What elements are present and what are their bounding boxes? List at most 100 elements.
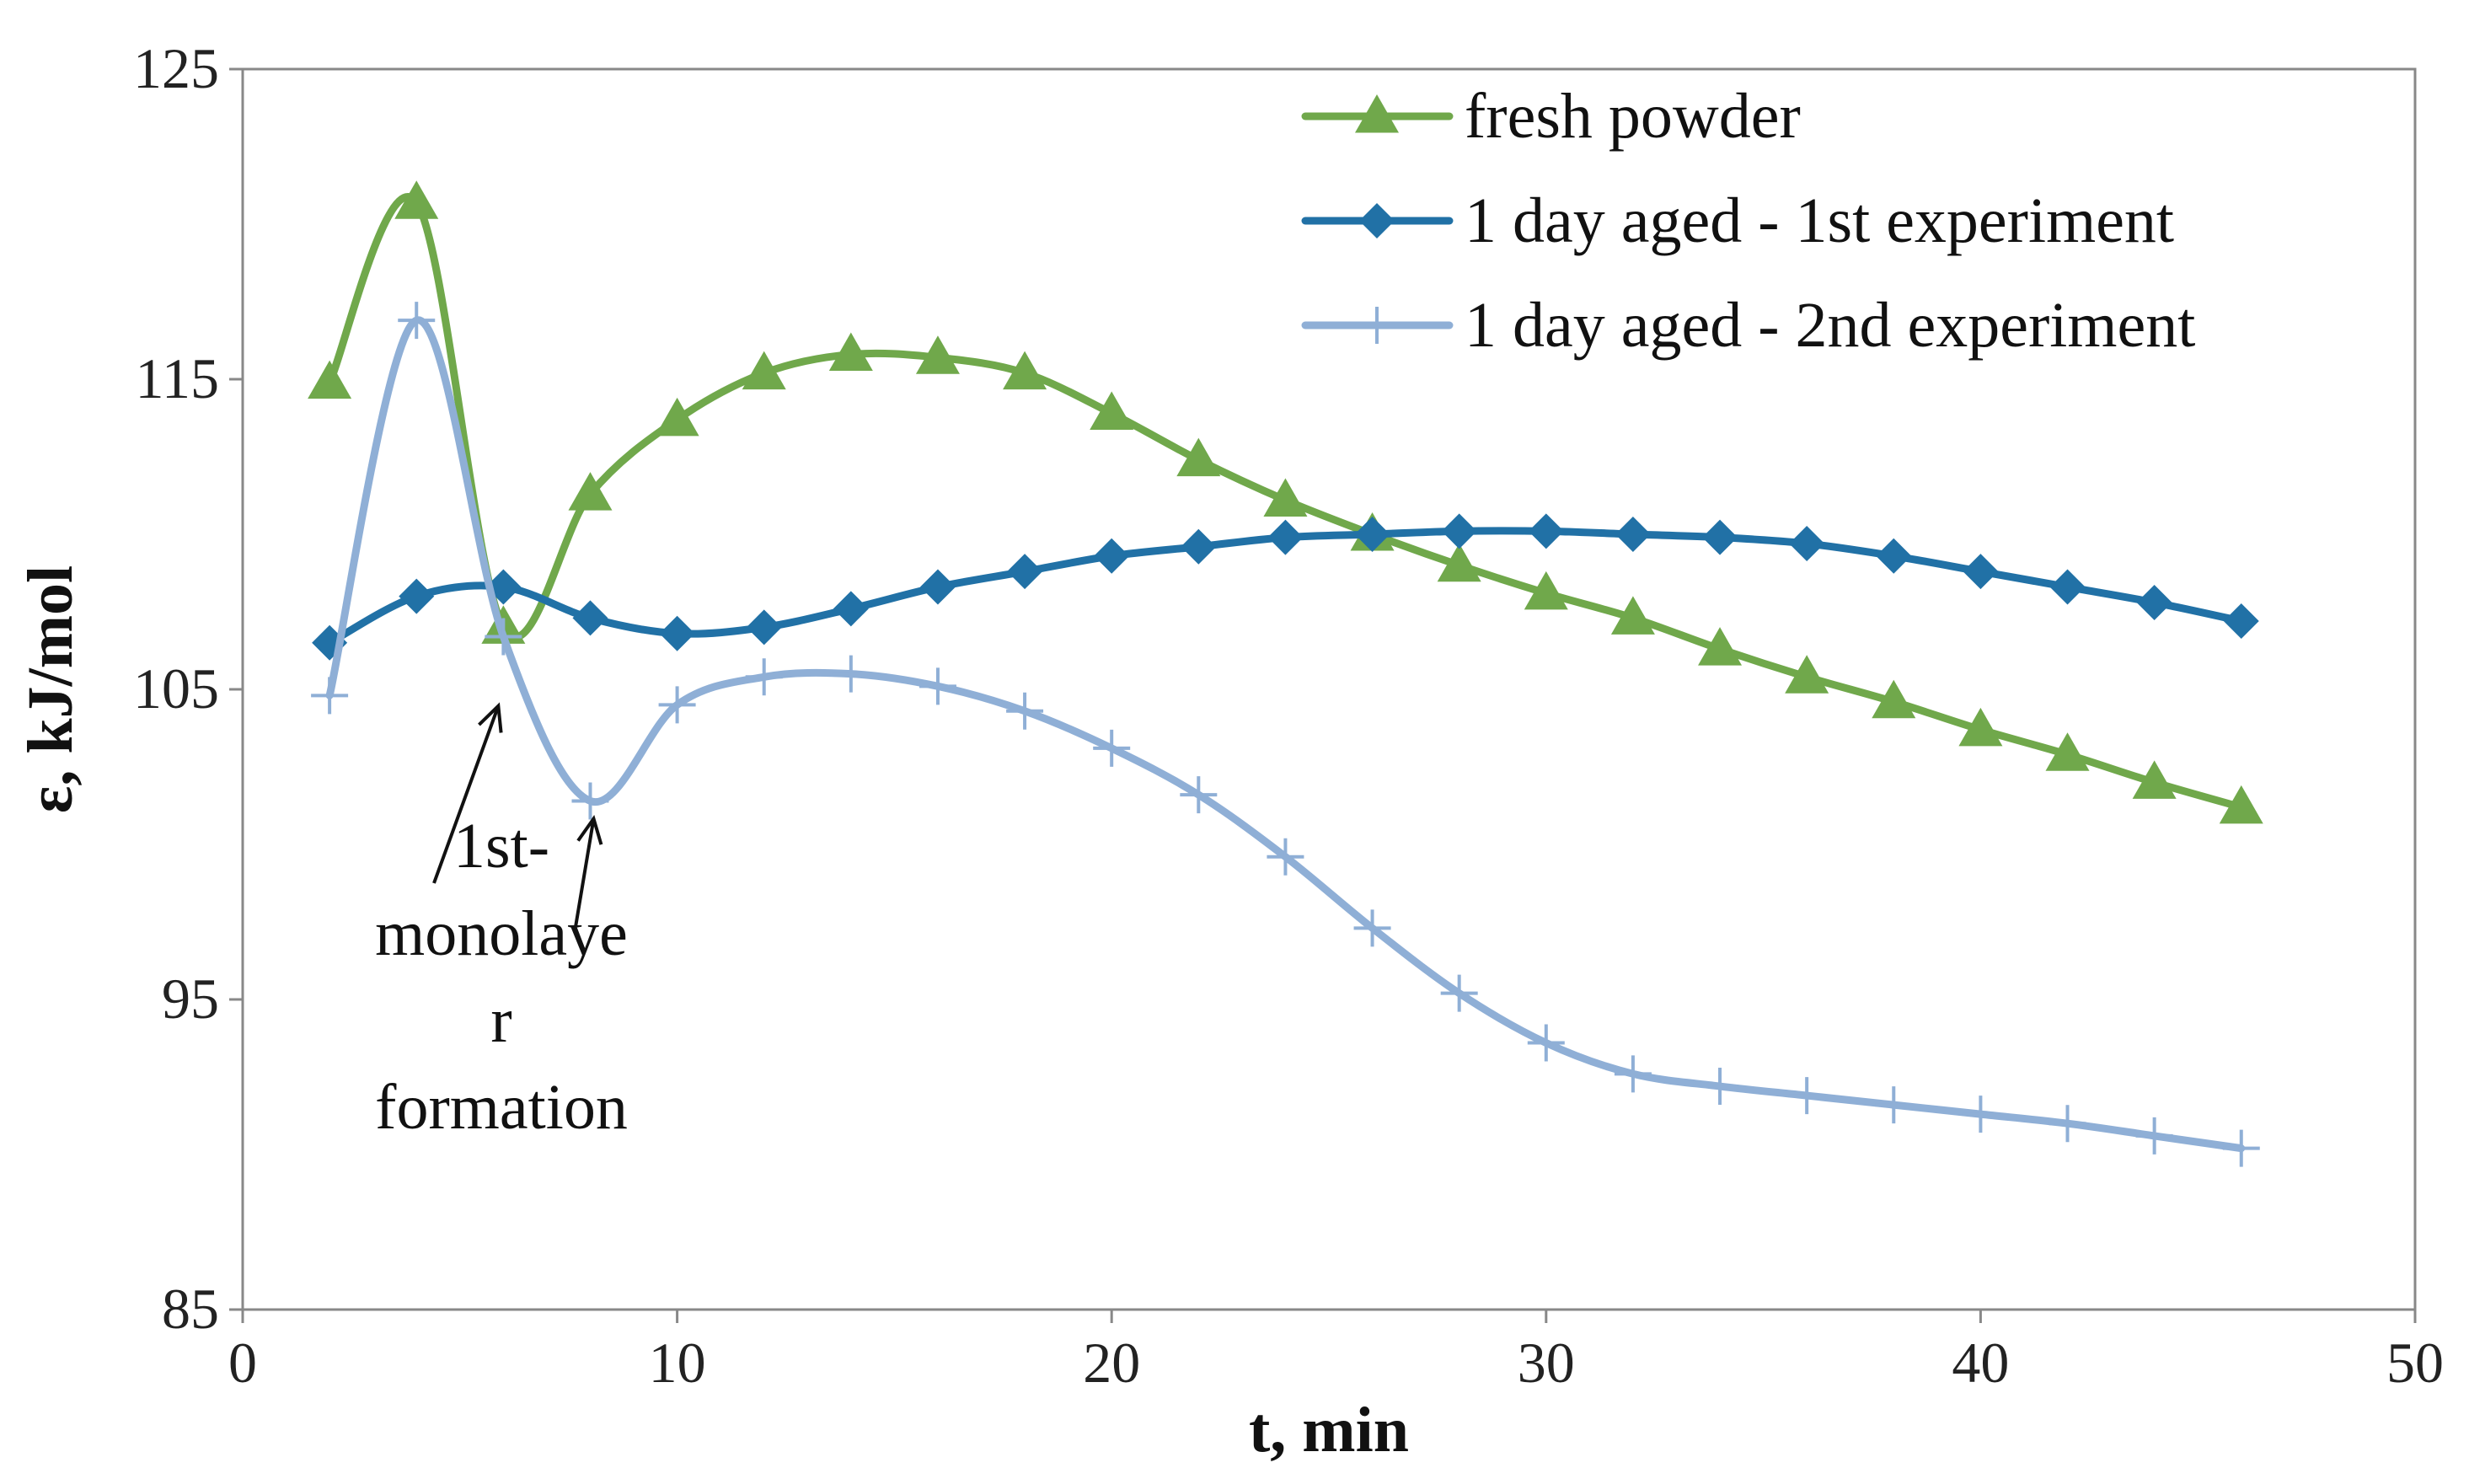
data-point [2223,603,2259,640]
data-point [1702,519,1738,555]
annotation-arrow [574,818,596,928]
legend-item: fresh powder [1301,81,1801,152]
data-point [1090,391,1134,430]
x-tick-label: 40 [1952,1331,2009,1395]
data-point [658,686,696,724]
data-point [1007,554,1043,590]
data-point [919,667,956,705]
y-tick-label: 105 [133,656,219,721]
data-point [1701,1068,1739,1106]
data-point [2219,785,2263,824]
annotation-text-line: r [490,985,511,1056]
legend-marker [1359,203,1395,238]
data-point [1789,526,1825,562]
series-3 [311,302,2260,1167]
series-layer [308,180,2263,1167]
legend-label: fresh powder [1465,81,1801,152]
data-point [742,351,786,390]
data-point [1876,538,1912,574]
data-point [571,782,609,820]
data-point [2045,732,2090,771]
data-point [1093,729,1131,767]
data-point [1614,1055,1652,1093]
annotation: 1st-monolaye r formation [375,702,628,1143]
arrow-head [576,814,603,845]
legend-item: 1 day aged - 1st experiment [1301,185,2174,256]
legend-marker [1355,94,1399,133]
data-point [1698,627,1743,666]
y-tick-label: 95 [162,967,219,1031]
data-point [1176,437,1221,477]
data-point [1788,1077,1826,1115]
data-point [394,180,439,219]
arrow-head [478,702,503,733]
data-point [745,658,783,696]
data-point [833,591,869,627]
data-point [2132,760,2177,799]
data-point [659,615,695,651]
legend-marker [1358,307,1395,344]
data-point [1875,1086,1913,1124]
x-tick-label: 0 [228,1331,257,1395]
x-tick-label: 20 [1083,1331,1140,1395]
data-point [2222,1129,2260,1167]
y-tick-label: 125 [133,36,219,100]
legend-label: 1 day aged - 1st experiment [1465,185,2174,256]
data-point [568,472,613,511]
data-point [1353,909,1391,947]
data-point [1094,538,1130,574]
data-point [311,677,349,715]
data-point [2135,1117,2173,1155]
data-point [1267,519,1304,555]
annotation-text-line: monolaye [375,898,628,969]
data-point [1528,513,1564,549]
data-point [1610,596,1655,635]
data-point [1263,478,1308,517]
data-point [2136,584,2172,620]
data-point [1785,655,1829,694]
data-point [1615,517,1651,552]
data-point [1872,679,1916,719]
data-point [2049,569,2086,605]
axes: 0 10 20 30 40 50 85 95 105 115 125 [133,36,2444,1395]
x-tick-label: 30 [1518,1331,1575,1395]
data-point [1003,351,1047,390]
data-point [1180,776,1218,814]
annotation-text-line: 1st- [453,811,549,881]
data-point [398,302,436,340]
data-point [915,335,960,374]
x-axis-label: t, min [1249,1395,1409,1465]
x-tick-label: 50 [2386,1331,2444,1395]
legend-item: 1 day aged - 2nd experiment [1301,290,2195,361]
data-point [1441,513,1477,549]
series-2 [312,513,2259,661]
data-point [1958,707,2003,747]
data-point [1527,1024,1565,1062]
data-point [828,332,873,372]
y-tick-label: 85 [162,1277,219,1341]
data-point [746,609,782,646]
data-point [1963,554,1999,590]
y-tick-label: 115 [136,346,219,410]
data-point [1006,692,1044,730]
series-1 [308,180,2263,824]
data-point [832,655,870,693]
data-point [485,618,522,656]
data-point [399,578,435,614]
data-point [308,360,352,399]
x-tick-label: 10 [649,1331,706,1395]
data-point [2049,1105,2086,1143]
data-point [1962,1096,2000,1133]
data-point [1354,517,1390,552]
legend: fresh powder 1 day aged - 1st experiment 1… [1301,81,2195,361]
data-point [1440,974,1478,1012]
data-point [1437,543,1481,582]
y-axis-label: ε, kJ/mol [15,565,86,813]
data-point [655,397,699,437]
annotation-text-line: formation [375,1072,628,1143]
annotation-arrow [432,704,501,884]
data-point [1181,528,1217,565]
data-point [572,600,608,636]
